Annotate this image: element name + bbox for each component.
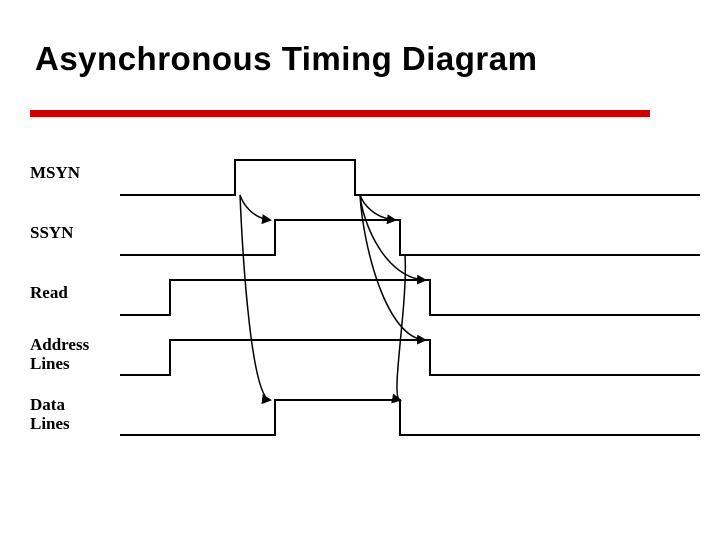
signal-label: SSYN [30,224,73,243]
signal-wave [120,280,700,315]
causal-arrow [240,195,270,220]
signal-label: Read [30,284,68,303]
signal-wave [120,400,700,435]
signal-label: AddressLines [30,336,89,373]
causal-arrow [360,195,425,340]
causal-arrow [240,195,270,400]
signal-wave [120,340,700,375]
signal-label: MSYN [30,164,80,183]
signal-wave [120,160,700,195]
title-rule [30,110,650,117]
page-title: Asynchronous Timing Diagram [35,40,537,78]
timing-svg [30,150,710,520]
causal-arrow [360,195,425,280]
signal-wave [120,220,700,255]
causal-arrow [397,255,405,400]
timing-diagram: MSYN SSYN Read AddressLines DataLines [30,150,705,520]
signal-label: DataLines [30,396,70,433]
